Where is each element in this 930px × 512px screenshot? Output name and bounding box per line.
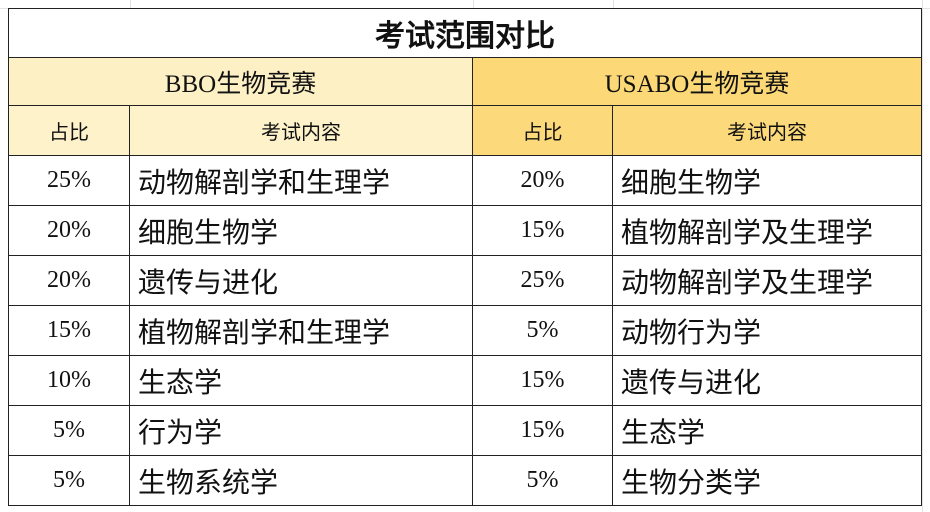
content-cell: 细胞生物学	[130, 206, 473, 256]
column-header: 占比	[8, 106, 130, 156]
content-cell: 植物解剖学及生理学	[613, 206, 922, 256]
gridline	[130, 0, 131, 8]
group-header: BBO生物竞赛	[8, 58, 473, 106]
content-cell: 行为学	[130, 406, 473, 456]
percentage-cell: 5%	[473, 306, 613, 356]
percentage-cell: 15%	[473, 206, 613, 256]
percentage-cell: 20%	[8, 256, 130, 306]
group-header: USABO生物竞赛	[473, 58, 922, 106]
table-title: 考试范围对比	[8, 8, 922, 58]
percentage-cell: 15%	[473, 406, 613, 456]
content-cell: 生态学	[130, 356, 473, 406]
content-cell: 生态学	[613, 406, 922, 456]
percentage-cell: 25%	[473, 256, 613, 306]
gridline	[473, 0, 474, 8]
column-header: 考试内容	[613, 106, 922, 156]
content-cell: 动物行为学	[613, 306, 922, 356]
column-header: 占比	[473, 106, 613, 156]
percentage-cell: 20%	[473, 156, 613, 206]
percentage-cell: 15%	[8, 306, 130, 356]
percentage-cell: 20%	[8, 206, 130, 256]
percentage-cell: 5%	[473, 456, 613, 506]
content-cell: 生物系统学	[130, 456, 473, 506]
percentage-cell: 25%	[8, 156, 130, 206]
percentage-cell: 5%	[8, 406, 130, 456]
content-cell: 遗传与进化	[613, 356, 922, 406]
gridline	[613, 0, 614, 8]
column-header: 考试内容	[130, 106, 473, 156]
content-cell: 遗传与进化	[130, 256, 473, 306]
percentage-cell: 10%	[8, 356, 130, 406]
content-cell: 动物解剖学及生理学	[613, 256, 922, 306]
percentage-cell: 15%	[473, 356, 613, 406]
gridline	[922, 0, 923, 512]
content-cell: 生物分类学	[613, 456, 922, 506]
content-cell: 植物解剖学和生理学	[130, 306, 473, 356]
percentage-cell: 5%	[8, 456, 130, 506]
content-cell: 动物解剖学和生理学	[130, 156, 473, 206]
content-cell: 细胞生物学	[613, 156, 922, 206]
